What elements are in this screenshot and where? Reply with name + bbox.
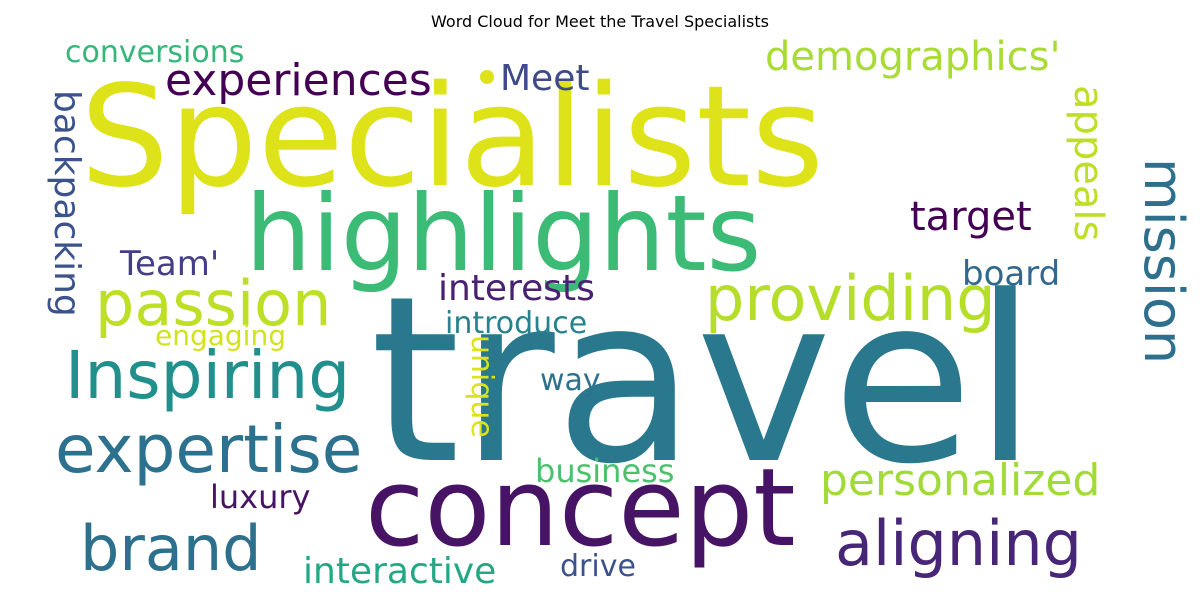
word-drive: drive	[560, 549, 636, 584]
word-personalized: personalized	[820, 455, 1100, 506]
word-concept: concept	[365, 446, 796, 571]
word-experiences: experiences	[165, 55, 432, 106]
word-brand: brand	[80, 512, 262, 585]
word-expertise: expertise	[55, 411, 362, 488]
word-team: Team'	[119, 244, 219, 284]
word-interests: interests	[438, 268, 595, 309]
word-meet: Meet	[500, 58, 589, 99]
word-providing: providing	[705, 262, 996, 335]
word-highlights: highlights	[245, 173, 761, 295]
word-luxury: luxury	[210, 478, 310, 516]
word-business: business	[535, 452, 674, 490]
dot-mark	[480, 70, 494, 84]
word-travel: travel	[370, 248, 1037, 515]
word-inspiring: Inspiring	[65, 337, 350, 414]
word-demographics: demographics'	[765, 34, 1060, 80]
word-conversions: conversions	[65, 35, 244, 70]
word-engaging: engaging	[155, 319, 286, 352]
word-aligning: aligning	[835, 507, 1082, 580]
word-target: target	[910, 194, 1032, 240]
word-specialists: Specialists	[80, 56, 824, 219]
word-introduce: introduce	[445, 306, 587, 341]
word-passion: passion	[95, 267, 331, 340]
word-backpacking: backpacking	[46, 90, 87, 317]
word-mission: mission	[1132, 158, 1195, 364]
word-unique: unique	[464, 335, 499, 438]
word-interactive: interactive	[303, 551, 496, 592]
word-appeals: appeals	[1065, 85, 1111, 241]
word-board: board	[962, 254, 1060, 294]
word-way: way	[540, 363, 601, 398]
chart-title: Word Cloud for Meet the Travel Specialis…	[431, 12, 769, 31]
